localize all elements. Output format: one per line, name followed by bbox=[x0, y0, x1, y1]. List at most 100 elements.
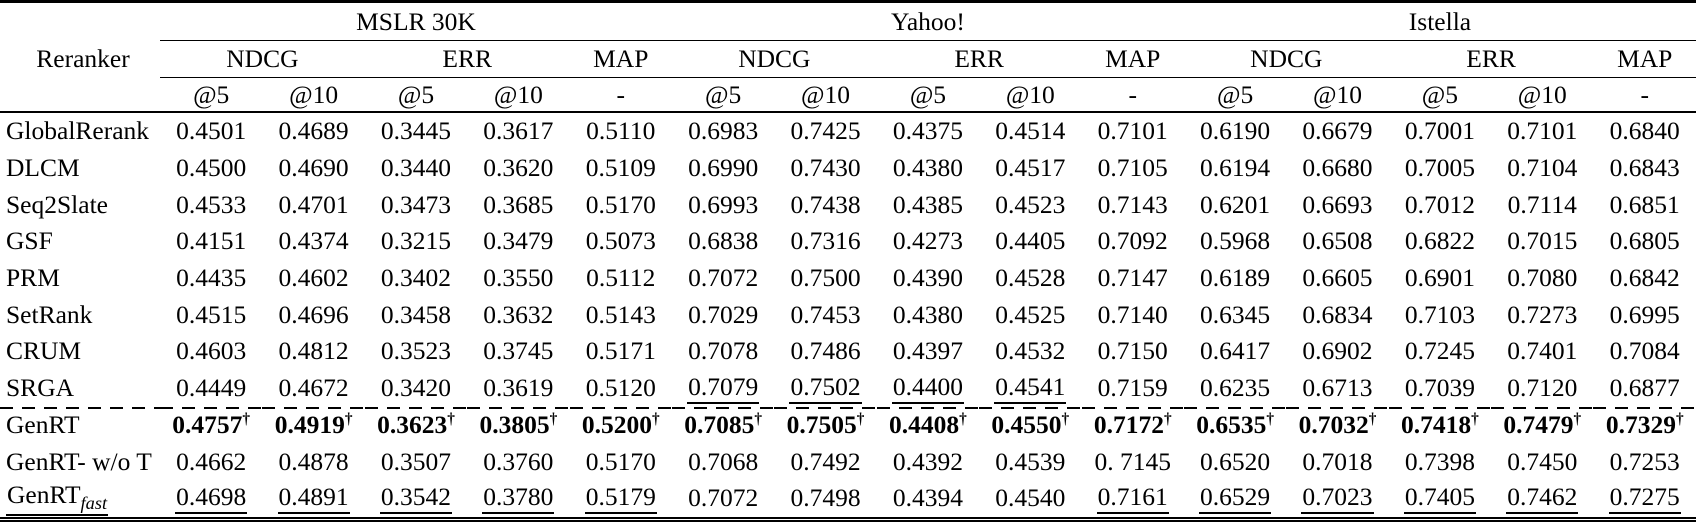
metric-value-cell: 0.4374 bbox=[278, 226, 349, 256]
metric-value-cell: 0.7080 bbox=[1507, 263, 1578, 293]
dataset-group-row: MSLR 30K Yahoo! Istella bbox=[0, 1, 1696, 41]
metric-value-cell: 0.7101 bbox=[1097, 116, 1168, 146]
metric-value-cell: 0.4690 bbox=[278, 153, 349, 183]
metric-value-cell: 0.7462 bbox=[1491, 479, 1594, 522]
group-header-yahoo: Yahoo! bbox=[671, 1, 1184, 41]
metric-value-cell: 0.7245 bbox=[1404, 336, 1475, 366]
metric-value-cell: 0.4701 bbox=[278, 189, 349, 219]
reranker-name: GenRT- w/o T bbox=[6, 446, 152, 476]
metric-value-cell: 0.5179 bbox=[569, 479, 672, 522]
metric-value-cell: 0.7275 bbox=[1593, 479, 1696, 522]
metric-header-ndcg: NDCG bbox=[160, 40, 365, 78]
metric-value-cell: 0.7438 bbox=[790, 189, 861, 219]
table-row: SetRank 0.4515 0.4696 0.3458 0.3632 0.5143 0.7… bbox=[0, 296, 1696, 333]
metric-value-cell: 0.7430 bbox=[790, 153, 861, 183]
cutoff-header: @5 bbox=[671, 77, 775, 113]
metric-value-cell: 0.5109 bbox=[585, 153, 656, 183]
metric-value-cell: 0.4385 bbox=[892, 189, 963, 219]
metric-value-cell: 0.3507 bbox=[380, 446, 452, 476]
metric-value-cell: 0.6713 bbox=[1302, 373, 1373, 403]
metric-value-cell: 0.6235 bbox=[1200, 373, 1271, 403]
metric-value-cell: 0.3550 bbox=[483, 263, 554, 293]
metric-value-cell: 0.4533 bbox=[176, 189, 247, 219]
metric-value-cell: 0.6834 bbox=[1302, 299, 1373, 329]
metric-value-cell: 0.7015 bbox=[1507, 226, 1578, 256]
metric-value-cell: 0. 7145 bbox=[1094, 446, 1171, 476]
cutoff-header: @10 bbox=[1491, 77, 1594, 113]
corner-spacer bbox=[0, 77, 160, 113]
cutoff-header: @10 bbox=[774, 77, 877, 113]
metric-value-cell: 0.4540 bbox=[979, 479, 1082, 522]
reranker-name: GenRT bbox=[0, 406, 160, 444]
metric-value-cell: 0.7078 bbox=[688, 336, 759, 366]
metric-value-cell: 0.7072 bbox=[671, 479, 775, 522]
metric-value-cell: 0.7479† bbox=[1491, 406, 1594, 444]
metric-value-cell: 0.7492 bbox=[790, 446, 861, 476]
table-row: GenRT- w/o T 0.4662 0.4878 0.3507 0.3760 0.51… bbox=[0, 443, 1696, 480]
metric-value-cell: 0.4400 bbox=[877, 370, 979, 407]
reranker-name: SetRank bbox=[6, 299, 93, 329]
metric-value-cell: 0.4435 bbox=[176, 263, 247, 293]
reranker-name: GenRTfast bbox=[0, 479, 160, 522]
metric-value-cell: 0.4757† bbox=[160, 406, 263, 444]
metric-value-cell: 0.6983 bbox=[688, 116, 759, 146]
cutoff-header: @10 bbox=[467, 77, 570, 113]
metric-value-cell: 0.7018 bbox=[1302, 446, 1373, 476]
metric-value-cell: 0.7450 bbox=[1507, 446, 1578, 476]
metric-value-cell: 0.3760 bbox=[483, 446, 554, 476]
metric-value-cell: 0.4672 bbox=[278, 373, 349, 403]
metric-value-cell: 0.7023 bbox=[1286, 479, 1389, 522]
metric-value-cell: 0.4689 bbox=[278, 116, 349, 146]
reranker-name: CRUM bbox=[6, 336, 82, 366]
metric-header-map: MAP bbox=[569, 40, 672, 78]
metric-value-cell: 0.3617 bbox=[483, 116, 554, 146]
metric-value-cell: 0.7085† bbox=[671, 406, 775, 444]
metric-value-cell: 0.7486 bbox=[790, 336, 861, 366]
metric-header-ndcg: NDCG bbox=[671, 40, 877, 78]
results-table-body: GlobalRerank 0.4501 0.4689 0.3445 0.3617 0.51… bbox=[0, 112, 1696, 522]
cutoff-header: - bbox=[569, 77, 672, 113]
table-row: CRUM 0.4603 0.4812 0.3523 0.3745 0.5171 0.7078… bbox=[0, 333, 1696, 370]
metric-value-cell: 0.6680 bbox=[1302, 153, 1373, 183]
metric-value-cell: 0.7405 bbox=[1388, 479, 1492, 522]
metric-value-cell: 0.4375 bbox=[892, 116, 963, 146]
metric-value-cell: 0.7425 bbox=[790, 116, 861, 146]
cutoff-header: @5 bbox=[876, 77, 980, 113]
metric-value-cell: 0.6417 bbox=[1200, 336, 1271, 366]
cutoff-header: @5 bbox=[1388, 77, 1492, 113]
metric-value-cell: 0.7505† bbox=[774, 406, 877, 444]
metric-value-cell: 0.5112 bbox=[586, 263, 656, 293]
metric-header-row: Reranker NDCG ERR MAP NDCG ERR MAP NDCG … bbox=[0, 40, 1696, 78]
cutoff-header: @10 bbox=[979, 77, 1082, 113]
metric-value-cell: 0.6201 bbox=[1200, 189, 1271, 219]
metric-value-cell: 0.7140 bbox=[1097, 299, 1168, 329]
metric-value-cell: 0.4390 bbox=[892, 263, 963, 293]
metric-value-cell: 0.6508 bbox=[1302, 226, 1373, 256]
metric-value-cell: 0.7150 bbox=[1097, 336, 1168, 366]
reranker-name: PRM bbox=[6, 263, 60, 293]
metric-value-cell: 0.6529 bbox=[1183, 479, 1287, 522]
metric-value-cell: 0.7161 bbox=[1081, 479, 1184, 522]
metric-value-cell: 0.3542 bbox=[364, 479, 468, 522]
metric-value-cell: 0.7498 bbox=[774, 479, 877, 522]
metric-value-cell: 0.6679 bbox=[1302, 116, 1373, 146]
metric-value-cell: 0.6993 bbox=[688, 189, 759, 219]
metric-value-cell: 0.3685 bbox=[483, 189, 554, 219]
table-row: DLCM 0.4500 0.4690 0.3440 0.3620 0.5109 0.6990… bbox=[0, 150, 1696, 187]
table-row: GenRT 0.4757† 0.4919† 0.3623† 0.3805† 0.5200†… bbox=[0, 406, 1696, 444]
corner-label: Reranker bbox=[36, 44, 130, 73]
metric-value-cell: 0.4812 bbox=[278, 336, 349, 366]
metric-value-cell: 0.3402 bbox=[380, 263, 452, 293]
metric-value-cell: 0.5143 bbox=[585, 299, 656, 329]
metric-value-cell: 0.5200† bbox=[569, 406, 672, 444]
metric-value-cell: 0.6535† bbox=[1183, 406, 1287, 444]
metric-value-cell: 0.4394 bbox=[876, 479, 980, 522]
metric-value-cell: 0.3458 bbox=[380, 299, 452, 329]
metric-value-cell: 0.4523 bbox=[995, 189, 1066, 219]
metric-value-cell: 0.7143 bbox=[1097, 189, 1168, 219]
table-row: GSF 0.4151 0.4374 0.3215 0.3479 0.5073 0.6838 0… bbox=[0, 223, 1696, 260]
metric-header-map: MAP bbox=[1593, 40, 1696, 78]
metric-value-cell: 0.4380 bbox=[892, 153, 963, 183]
metric-value-cell: 0.7114 bbox=[1507, 189, 1577, 219]
metric-value-cell: 0.4500 bbox=[176, 153, 247, 183]
